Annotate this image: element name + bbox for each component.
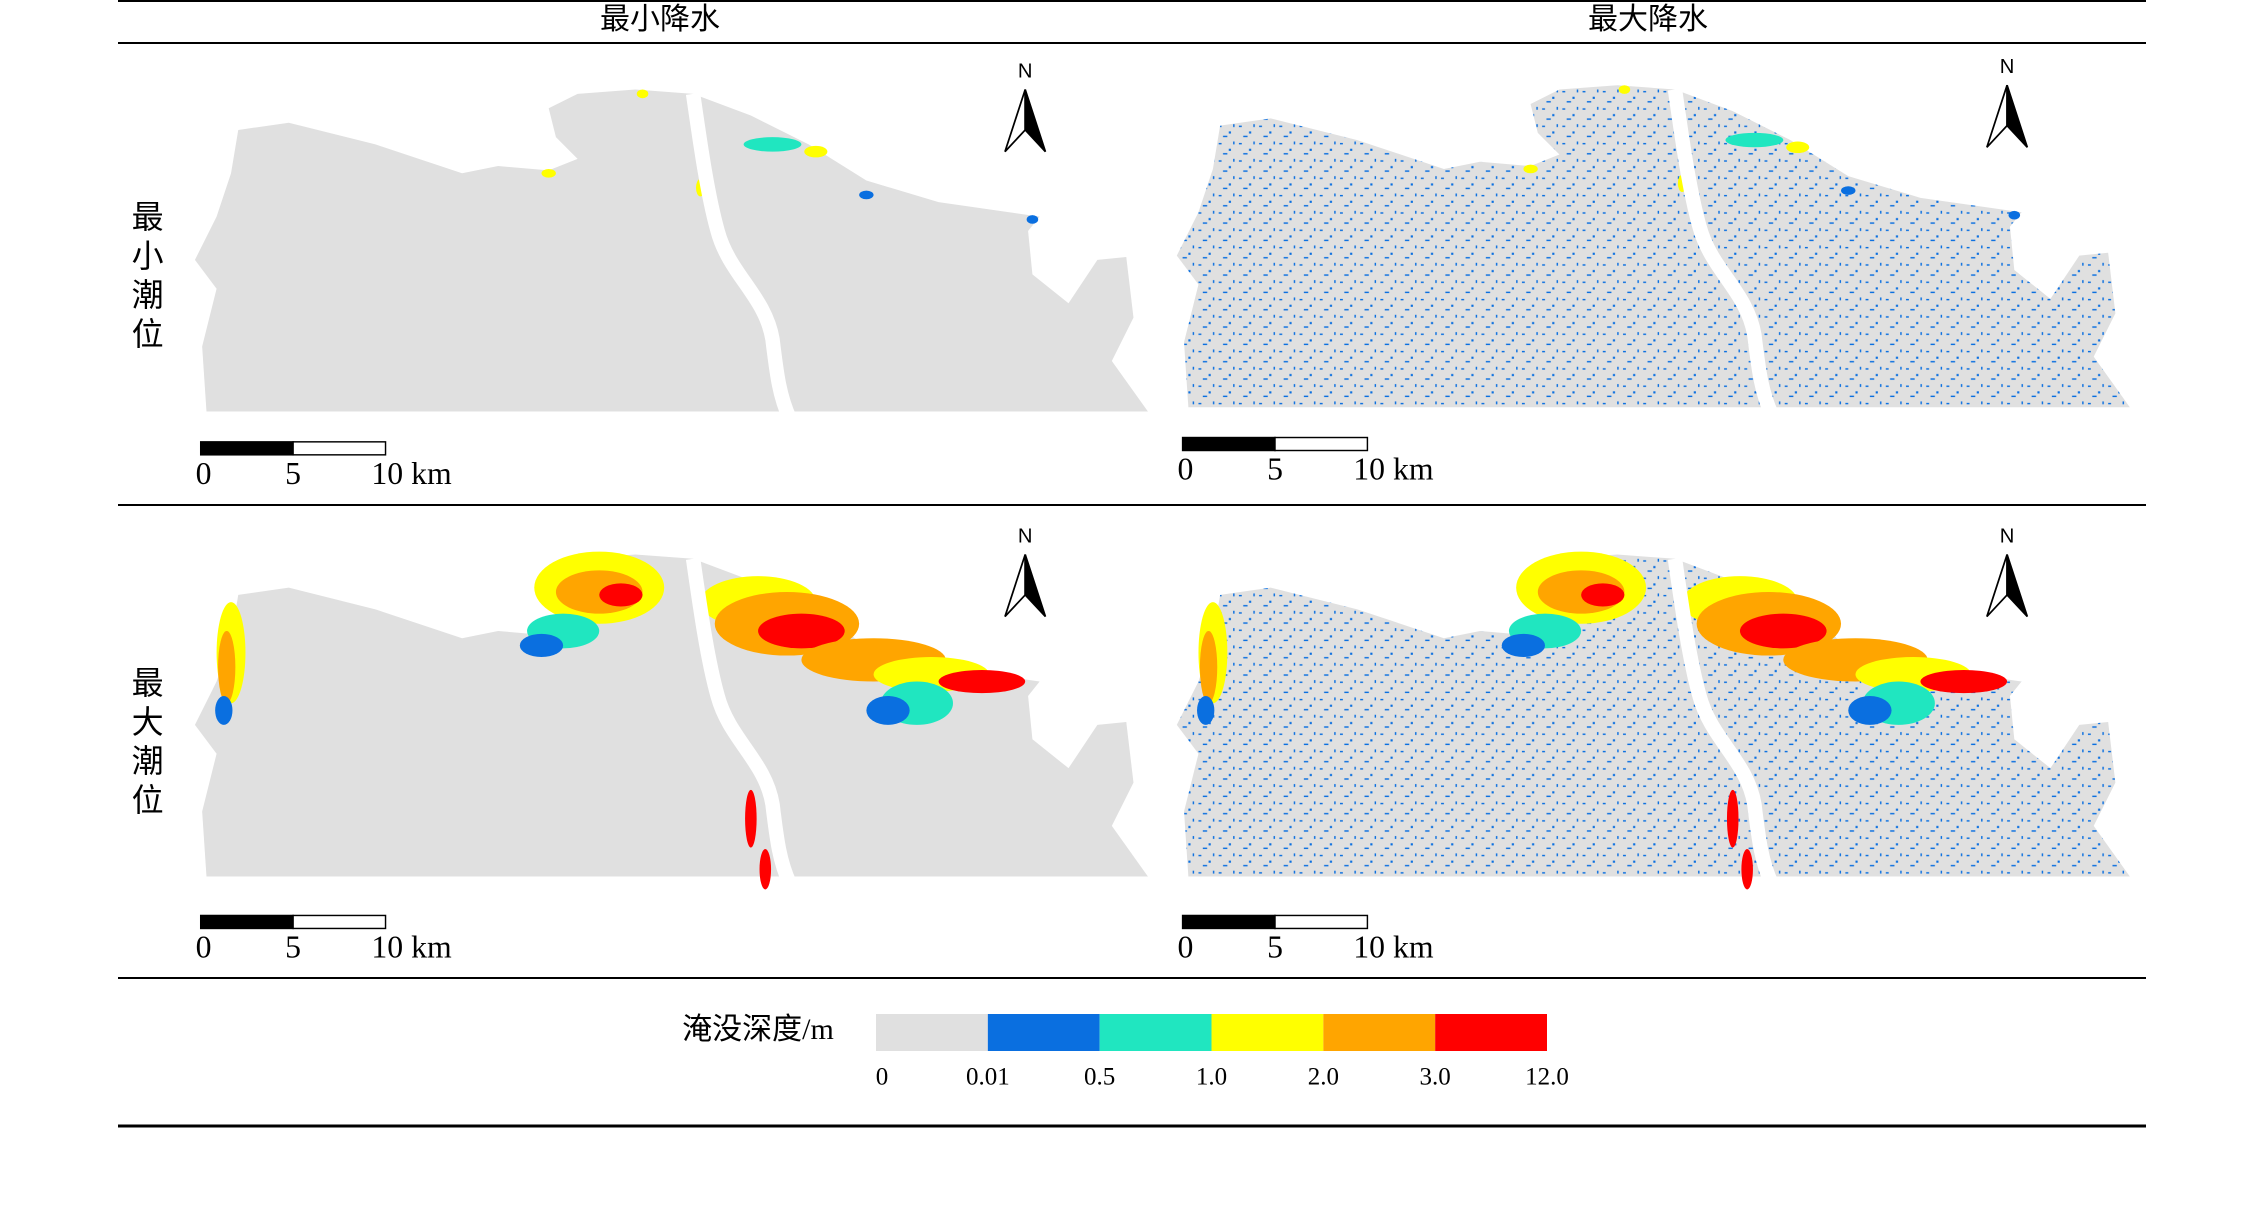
inundation-patch	[1501, 633, 1546, 657]
legend-swatch	[876, 1014, 988, 1051]
scale-label: 0	[1178, 929, 1194, 964]
scale-label: 0	[196, 456, 212, 491]
legend-swatch	[1211, 1014, 1324, 1051]
north-arrow	[1024, 554, 1047, 618]
north-label: N	[2000, 525, 2015, 547]
legend-tick: 12.0	[1525, 1064, 1569, 1091]
legend-swatch	[1435, 1014, 1547, 1051]
inundation-patch	[866, 695, 910, 725]
scale-label: 5	[1267, 929, 1283, 964]
inundation-patch	[743, 137, 802, 152]
inundation-patch	[1581, 583, 1625, 607]
map-panel: N 0 5 10 km	[194, 525, 1148, 964]
scale-label: 5	[285, 929, 301, 964]
inundation-patch	[1848, 695, 1892, 725]
scale-label: 0	[1178, 451, 1194, 486]
scale-label: 0	[196, 929, 212, 964]
row-label: 最大潮位	[128, 666, 164, 822]
inundation-patch	[541, 168, 556, 178]
map-panel: N 0 5 10 km	[1176, 525, 2130, 964]
map-panel: N 0 5 10 km	[194, 61, 1148, 491]
inundation-patch	[1726, 789, 1739, 848]
inundation-patch	[759, 849, 772, 890]
inundation-patch	[599, 583, 643, 607]
legend-swatch	[987, 1014, 1100, 1051]
inundation-patch	[1197, 695, 1215, 725]
north-label: N	[1018, 525, 1033, 547]
land	[1176, 554, 2130, 877]
land	[1176, 85, 2130, 408]
scale-label: 10 km	[371, 456, 452, 491]
legend-title: 淹没深度/m	[682, 1013, 834, 1046]
legend-tick: 0.5	[1084, 1064, 1115, 1091]
inundation-patch	[1523, 164, 1538, 174]
land	[194, 89, 1148, 412]
scale-label: 5	[285, 456, 301, 491]
row-label: 最小潮位	[128, 200, 164, 356]
north-arrow	[2006, 554, 2029, 618]
scale-bar	[1181, 914, 1276, 930]
inundation-patch	[1199, 631, 1218, 704]
inundation-patch	[636, 89, 649, 99]
inundation-patch	[218, 631, 236, 704]
scale-bar	[1274, 914, 1369, 930]
scale-label: 10 km	[371, 929, 452, 964]
inundation-patch	[215, 695, 233, 725]
inundation-patch	[1026, 215, 1039, 224]
scale-bar	[199, 914, 294, 930]
north-label: N	[2000, 56, 2015, 78]
north-arrow	[1024, 89, 1047, 153]
inundation-patch	[1786, 141, 1810, 154]
legend-tick: 2.0	[1308, 1064, 1339, 1091]
north-arrow	[1004, 554, 1027, 618]
north-arrow	[1986, 554, 2008, 618]
inundation-patch	[1920, 669, 2008, 694]
column-header: 最大降水	[1588, 3, 1708, 36]
inundation-patch	[859, 190, 874, 200]
legend-tick: 0	[876, 1064, 889, 1091]
inundation-patch	[1725, 132, 1784, 148]
scale-bar	[292, 441, 387, 456]
scale-label: 10 km	[1353, 929, 1434, 964]
inundation-patch	[1618, 85, 1631, 94]
inundation-patch	[519, 633, 564, 657]
land	[194, 554, 1148, 877]
inundation-patch	[938, 669, 1026, 694]
inundation-patch	[758, 613, 845, 649]
north-label: N	[1018, 61, 1033, 83]
legend-tick: 3.0	[1420, 1064, 1451, 1091]
column-header: 最小降水	[600, 3, 720, 36]
map-panel: N 0 5 10 km	[1176, 56, 2130, 486]
north-arrow	[2006, 84, 2029, 148]
legend-swatch	[1323, 1014, 1436, 1051]
inundation-patch	[2008, 210, 2021, 220]
legend-tick: 0.01	[966, 1064, 1010, 1091]
inundation-patch	[1739, 613, 1827, 649]
legend-swatch	[1099, 1014, 1212, 1051]
north-arrow	[1986, 84, 2008, 148]
scale-bar	[1274, 436, 1369, 452]
inundation-patch	[1741, 849, 1753, 890]
scale-bar	[1181, 436, 1276, 452]
inundation-patch	[1841, 186, 1856, 195]
inundation-patch	[804, 145, 828, 158]
scale-label: 10 km	[1353, 451, 1434, 486]
scale-label: 5	[1267, 451, 1283, 486]
scale-bar	[199, 441, 294, 456]
scale-bar	[292, 914, 387, 930]
north-arrow	[1004, 89, 1027, 153]
inundation-patch	[745, 789, 757, 848]
legend-tick: 1.0	[1196, 1064, 1227, 1091]
